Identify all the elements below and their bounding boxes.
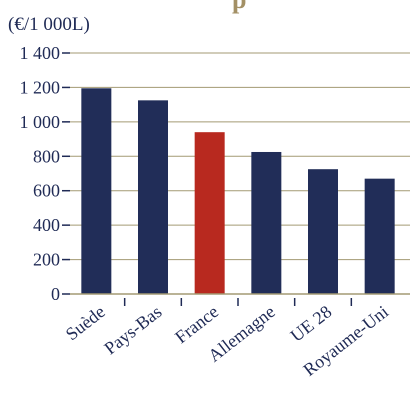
bar-3	[251, 151, 282, 294]
x-tick-label: Suède	[62, 301, 109, 344]
bar-1	[138, 100, 168, 294]
x-tick-label: UE 28	[287, 301, 336, 345]
bar-0	[81, 88, 112, 295]
y-tick-label: 800	[33, 146, 60, 166]
x-tick-label: Pays-Bas	[100, 301, 165, 358]
y-axis: 0 200 400 600 800 1 000 1 200 1 400	[20, 43, 70, 304]
gridlines	[70, 52, 410, 295]
x-tick-label: France	[171, 301, 222, 347]
y-tick-label: 0	[51, 284, 60, 304]
bar-5	[364, 178, 395, 294]
bar-2	[194, 132, 225, 294]
y-tick-label: 1 400	[20, 43, 61, 63]
y-tick-label: 600	[33, 181, 60, 201]
y-tick-label: 1 000	[20, 112, 61, 132]
chart-title: p	[232, 0, 246, 14]
y-tick-label: 200	[33, 250, 60, 270]
y-tick-label: 400	[33, 215, 60, 235]
bar-4	[308, 169, 338, 294]
unit-label: (€/1 000L)	[8, 14, 90, 35]
bars	[81, 88, 395, 295]
y-tick-label: 1 200	[20, 77, 61, 97]
